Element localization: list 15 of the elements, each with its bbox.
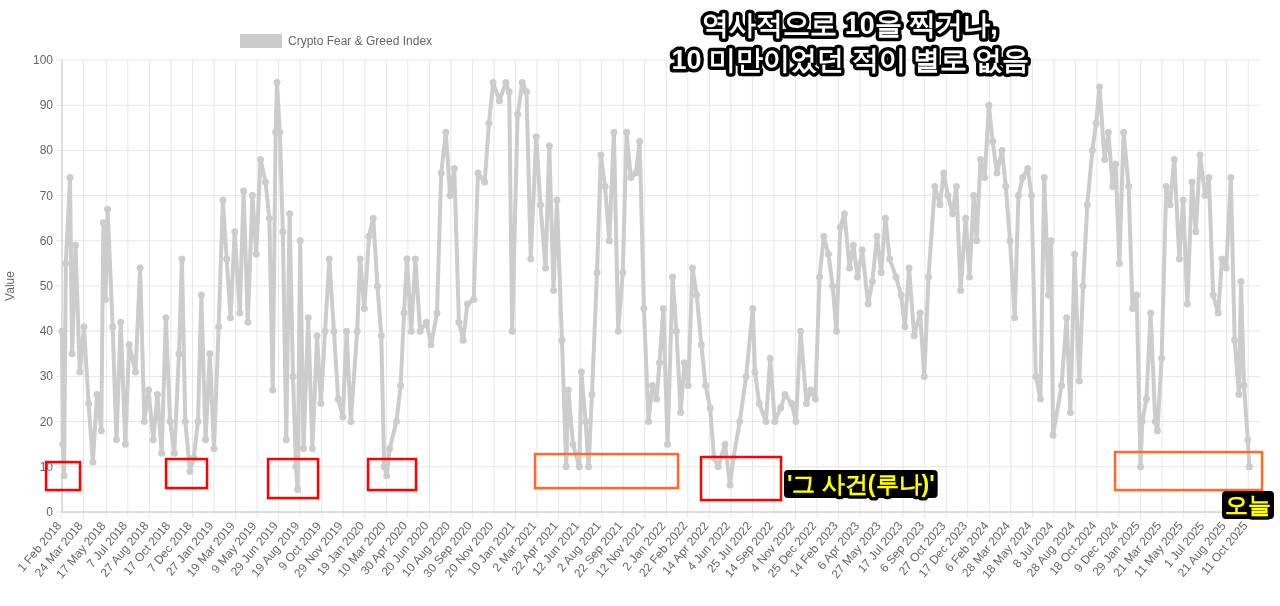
y-tick-label: 0 — [46, 505, 54, 519]
annotation: 오늘 — [1225, 492, 1271, 518]
y-tick-label: 50 — [39, 279, 54, 293]
y-tick-label: 90 — [39, 98, 54, 113]
y-tick-label: 40 — [39, 324, 54, 339]
y-tick-label: 100 — [32, 53, 54, 67]
annotation: 역사적으로 10을 찍거나, 10 미만이었던 적이 별로 없음 — [671, 10, 1029, 76]
y-tick-label: 60 — [39, 233, 54, 248]
y-tick-label: 20 — [39, 414, 54, 429]
y-tick-label: 70 — [39, 188, 54, 203]
y-tick-label: 30 — [39, 369, 54, 384]
legend-label: Crypto Fear & Greed Index — [288, 34, 433, 48]
y-tick-label: 80 — [39, 143, 54, 158]
annotation: '그 사건(루나)' — [787, 471, 935, 497]
y-axis-title: Value — [3, 270, 17, 301]
